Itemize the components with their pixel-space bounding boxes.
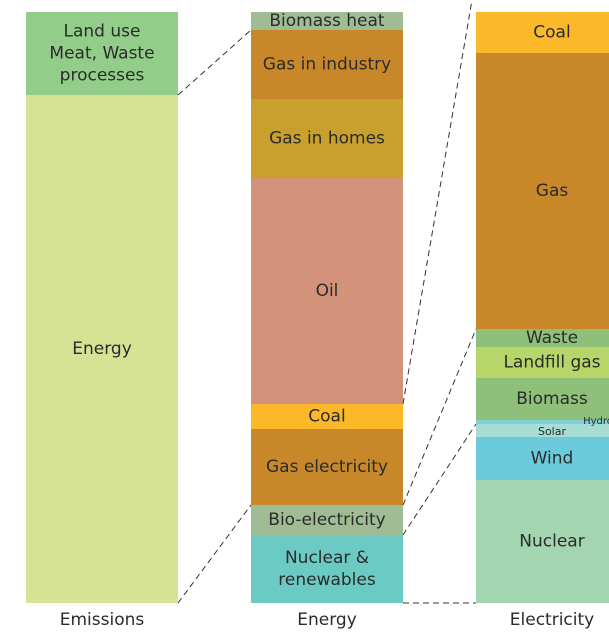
segment-label: Waste xyxy=(526,328,578,348)
segment xyxy=(476,53,609,329)
segment xyxy=(251,12,403,30)
segment-label: Meat, Waste xyxy=(49,44,154,64)
segment-label: Hydro xyxy=(583,416,609,427)
segment xyxy=(251,505,403,535)
segment-label: Coal xyxy=(533,23,570,43)
link xyxy=(402,423,477,536)
column-label: Emissions xyxy=(60,610,145,630)
segment xyxy=(476,12,609,53)
segment-label: Gas electricity xyxy=(266,457,388,477)
link xyxy=(177,29,252,96)
segment xyxy=(251,404,403,429)
segment-label: Gas xyxy=(536,181,569,201)
segment xyxy=(251,99,403,178)
link xyxy=(402,0,473,405)
segment xyxy=(476,480,609,603)
segment-label: Gas in homes xyxy=(269,129,385,149)
column-label: Energy xyxy=(297,610,357,630)
segment-label: Land use xyxy=(64,22,141,42)
segment-label: Oil xyxy=(316,281,339,301)
link xyxy=(402,328,477,506)
segment-label: Landfill gas xyxy=(503,353,600,373)
segment xyxy=(26,95,178,603)
segment-label: Nuclear & xyxy=(285,548,369,568)
segment-label: Biomass xyxy=(516,389,588,409)
segment-label: processes xyxy=(60,66,145,86)
segment xyxy=(26,12,178,95)
segment xyxy=(476,347,609,378)
segment-label: renewables xyxy=(278,570,376,590)
links xyxy=(177,0,477,604)
link xyxy=(177,504,252,604)
segment xyxy=(251,30,403,99)
segment-label: Coal xyxy=(308,407,345,427)
segment xyxy=(476,420,609,424)
segment xyxy=(476,437,609,480)
segment-label: Energy xyxy=(72,339,132,359)
segment xyxy=(251,429,403,505)
segment-label: Bio-electricity xyxy=(268,510,385,530)
column-label: Electricity xyxy=(510,610,594,630)
segment xyxy=(476,329,609,347)
segment-label: Nuclear xyxy=(519,532,584,552)
segment xyxy=(251,178,403,404)
segment-label: Solar xyxy=(538,425,567,438)
segment-label: Wind xyxy=(531,449,574,469)
segment xyxy=(476,424,609,437)
segment xyxy=(476,378,609,420)
segment-label: Biomass heat xyxy=(269,11,385,31)
segment xyxy=(251,535,403,603)
segment-label: Gas in industry xyxy=(263,55,391,75)
